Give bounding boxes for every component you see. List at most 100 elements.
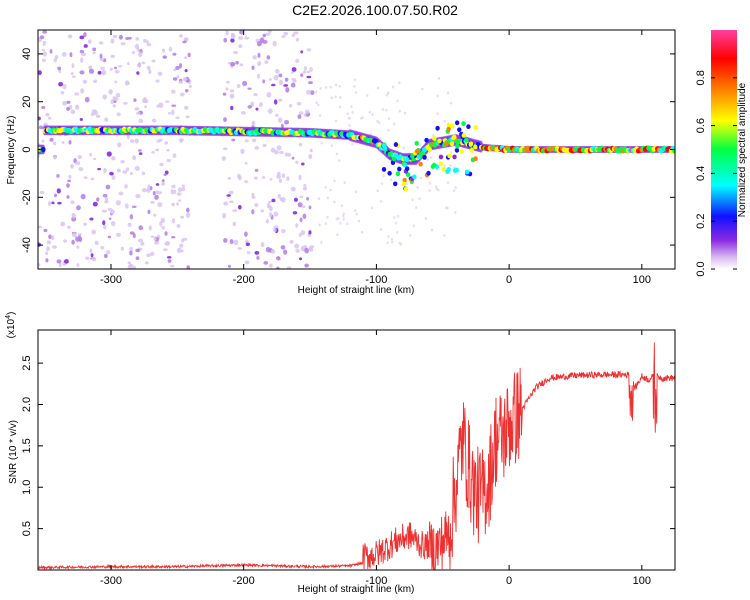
noise-speck (306, 75, 312, 79)
noise-speck (115, 200, 121, 206)
noise-speck (137, 238, 144, 243)
noise-speck (244, 36, 250, 40)
noise-speck (317, 103, 320, 107)
trace-branch-blob (390, 160, 396, 166)
noise-speck (244, 179, 248, 184)
noise-speck (242, 80, 248, 87)
noise-speck (63, 239, 67, 243)
noise-speck (71, 75, 76, 78)
noise-speck (180, 249, 184, 253)
noise-speck (134, 44, 140, 49)
y-tick-label: 2.0 (21, 397, 33, 412)
x-tick-label: 0 (506, 575, 512, 587)
noise-speck (46, 246, 50, 252)
noise-speck (452, 189, 456, 193)
noise-speck (254, 203, 259, 208)
noise-speck (378, 121, 381, 125)
noise-speck (92, 47, 97, 52)
noise-speck (93, 110, 99, 116)
noise-speck (333, 179, 336, 183)
noise-speck (298, 174, 302, 181)
noise-speck (338, 84, 341, 88)
noise-speck (145, 40, 149, 44)
x-tick-label: 100 (633, 575, 651, 587)
noise-speck (419, 176, 423, 180)
noise-speck (346, 222, 349, 226)
noise-speck (164, 141, 169, 145)
noise-speck (64, 259, 69, 264)
noise-speck (398, 81, 401, 85)
noise-speck (343, 181, 346, 185)
noise-speck (396, 99, 399, 103)
noise-speck (289, 103, 293, 108)
noise-speck (41, 48, 45, 52)
x-tick-label: -300 (100, 274, 122, 286)
noise-speck (302, 213, 307, 220)
noise-speck (61, 141, 65, 144)
noise-speck (222, 147, 228, 151)
noise-speck (122, 170, 128, 174)
noise-speck (133, 98, 137, 102)
noise-speck (295, 160, 299, 164)
noise-speck (426, 158, 429, 162)
noise-speck (157, 71, 163, 76)
noise-speck (428, 181, 432, 185)
noise-speck (291, 156, 295, 160)
noise-speck (278, 150, 284, 155)
noise-speck (127, 261, 132, 265)
noise-speck (81, 52, 87, 57)
noise-speck (391, 85, 395, 89)
noise-speck (162, 248, 168, 252)
noise-speck (292, 211, 298, 215)
noise-speck (162, 55, 168, 59)
noise-speck (67, 34, 73, 39)
noise-speck (308, 154, 313, 160)
noise-speck (120, 246, 125, 251)
noise-speck (275, 113, 279, 117)
noise-speck (297, 114, 302, 119)
trace-branch-blob (473, 125, 479, 130)
noise-speck (244, 162, 248, 165)
noise-speck (301, 162, 305, 166)
noise-speck (161, 225, 165, 230)
noise-speck (240, 111, 246, 115)
noise-speck (436, 112, 439, 116)
noise-speck (376, 119, 379, 123)
noise-speck (252, 55, 257, 60)
noise-speck (300, 50, 304, 54)
noise-speck (380, 199, 383, 203)
trace-branch-blob (381, 166, 387, 172)
noise-speck (42, 30, 48, 34)
noise-speck (171, 109, 175, 116)
noise-speck (176, 247, 182, 254)
noise-speck (299, 195, 304, 199)
noise-speck (338, 159, 341, 162)
noise-speck (278, 73, 283, 78)
noise-speck (428, 189, 431, 192)
noise-speck (236, 84, 241, 88)
noise-speck (346, 112, 349, 116)
noise-speck (370, 206, 374, 210)
noise-speck (111, 175, 116, 180)
noise-speck (83, 44, 88, 48)
noise-speck (134, 166, 140, 171)
noise-speck (225, 80, 230, 84)
noise-speck (46, 240, 52, 245)
noise-speck (95, 114, 101, 119)
noise-speck (291, 78, 297, 81)
noise-speck (283, 31, 289, 36)
noise-speck (295, 58, 300, 63)
noise-speck (39, 35, 45, 40)
noise-speck (229, 89, 235, 93)
noise-speck (45, 258, 49, 263)
noise-speck (104, 200, 109, 204)
noise-speck (167, 111, 172, 115)
noise-speck (99, 53, 103, 59)
x-tick-label: -200 (233, 274, 255, 286)
noise-speck (127, 36, 132, 40)
noise-speck (268, 200, 272, 204)
noise-speck (347, 116, 351, 120)
snr-panel: -300 -200 -100 0 100 0.5 1.0 1.5 2.0 2.5 Height … (5, 312, 676, 595)
noise-speck (300, 230, 306, 236)
trace-branch-blob (424, 137, 429, 143)
